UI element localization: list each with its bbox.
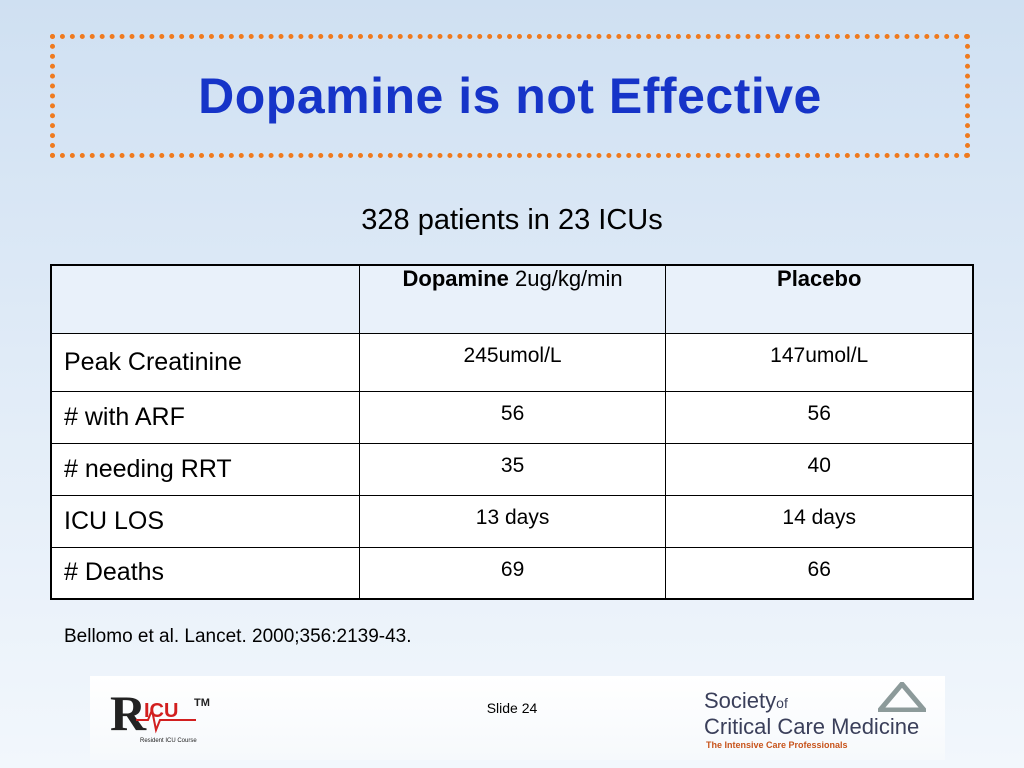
scc-society: Society (704, 688, 777, 713)
row-label: Peak Creatinine (50, 332, 360, 392)
cell-dopamine: 56 (358, 390, 667, 444)
citation: Bellomo et al. Lancet. 2000;356:2139-43. (64, 626, 412, 647)
title-frame: Dopamine is not Effective (50, 34, 970, 158)
scc-logo: Societyof Critical Care Medicine The Int… (700, 680, 940, 752)
cell-placebo: 40 (665, 442, 974, 496)
ricu-logo-graphic: R ICU TM Resident ICU Course (110, 685, 210, 744)
header-placebo: Placebo (665, 264, 974, 334)
header-dopamine: Dopamine 2ug/kg/min (358, 264, 667, 334)
slide-number: Slide 24 (486, 700, 538, 716)
cell-placebo: 14 days (665, 494, 974, 548)
ricu-logo: R ICU TM Resident ICU Course (108, 680, 228, 750)
cell-placebo: 147umol/L (665, 332, 974, 392)
table-row: Peak Creatinine 245umol/L 147umol/L (50, 332, 974, 392)
scc-of: of (776, 695, 788, 711)
row-label: # with ARF (50, 390, 360, 444)
cell-dopamine: 13 days (358, 494, 667, 548)
table-row: # Deaths 69 66 (50, 546, 974, 600)
table-row: # with ARF 56 56 (50, 390, 974, 444)
slide-title: Dopamine is not Effective (198, 68, 822, 124)
cell-dopamine: 69 (358, 546, 667, 600)
cell-dopamine: 245umol/L (358, 332, 667, 392)
footer-strip (90, 676, 945, 760)
cell-placebo: 66 (665, 546, 974, 600)
header-empty-cell (50, 264, 360, 334)
row-label: ICU LOS (50, 494, 360, 548)
header-placebo-label: Placebo (777, 266, 862, 291)
table-row: ICU LOS 13 days 14 days (50, 494, 974, 548)
table-header-row: Dopamine 2ug/kg/min Placebo (50, 264, 974, 334)
scc-triangle-icon (878, 682, 926, 712)
ricu-caption: Resident ICU Course (140, 738, 197, 744)
cell-placebo: 56 (665, 390, 974, 444)
header-dopamine-dose: 2ug/kg/min (508, 266, 623, 291)
slide-subtitle: 328 patients in 23 ICUs (361, 204, 663, 236)
ricu-text: ICU (144, 700, 178, 722)
svg-text:R: R (110, 685, 147, 741)
results-table: Dopamine 2ug/kg/min Placebo Peak Creatin… (50, 264, 974, 600)
cell-dopamine: 35 (358, 442, 667, 496)
scc-line1: Societyof (704, 688, 788, 714)
header-dopamine-name: Dopamine (402, 266, 509, 291)
ricu-tm: TM (194, 697, 210, 709)
row-label: # needing RRT (50, 442, 360, 496)
table-row: # needing RRT 35 40 (50, 442, 974, 496)
scc-line2: Critical Care Medicine (704, 714, 920, 739)
scc-tagline: The Intensive Care Professionals (706, 740, 848, 750)
row-label: # Deaths (50, 546, 360, 600)
